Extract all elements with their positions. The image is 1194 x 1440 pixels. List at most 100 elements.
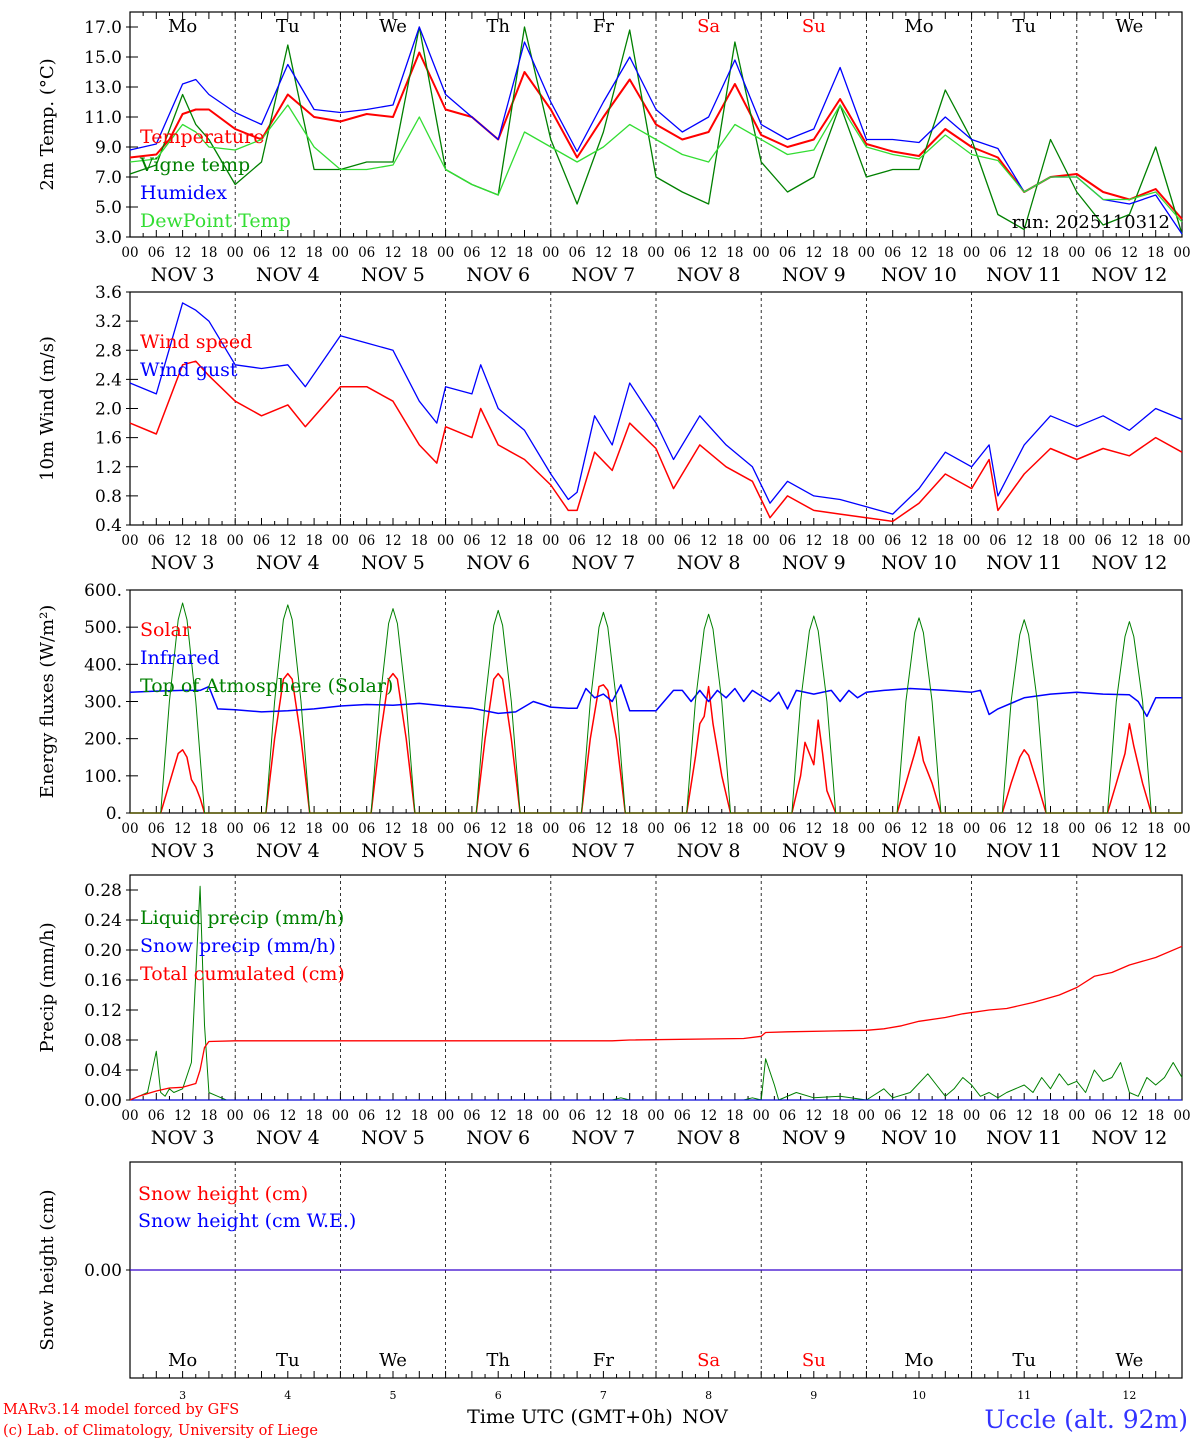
hour-tick-label: 12 (279, 1108, 296, 1124)
day-name: Tu (1012, 1350, 1036, 1371)
hour-tick-label: 06 (1095, 533, 1112, 549)
y-tick-label: 11.0 (84, 108, 122, 128)
hour-tick-label: 18 (937, 821, 954, 837)
y-tick-label: 2.0 (95, 400, 122, 420)
hour-tick-label: 18 (621, 821, 638, 837)
hour-tick-label: 18 (726, 533, 743, 549)
y-tick-label: 3.2 (95, 312, 122, 332)
hour-tick-label: 18 (200, 245, 217, 261)
hour-tick-label: 00 (858, 821, 875, 837)
date-label: NOV 11 (986, 552, 1062, 574)
hour-tick-label: 00 (542, 1108, 559, 1124)
day-name: Su (802, 1350, 826, 1371)
hour-tick-label: 00 (121, 821, 138, 837)
y-tick-label: 400. (84, 655, 122, 675)
hour-tick-label: 12 (279, 533, 296, 549)
date-label: NOV 8 (677, 552, 741, 574)
hour-tick-label: 12 (805, 1108, 822, 1124)
hour-tick-label: 06 (463, 821, 480, 837)
y-tick-label: 15.0 (84, 48, 122, 68)
date-label: NOV 7 (572, 264, 636, 286)
legend-entry: Snow height (cm W.E.) (138, 1210, 356, 1232)
hour-tick-label: 18 (832, 245, 849, 261)
hour-tick-label: 00 (332, 245, 349, 261)
hour-tick-label: 12 (384, 245, 401, 261)
hour-tick-label: 12 (1016, 821, 1033, 837)
date-label: NOV 6 (466, 552, 530, 574)
y-tick-label: 3.6 (95, 283, 122, 303)
hour-tick-label: 18 (621, 1108, 638, 1124)
hour-tick-label: 12 (805, 821, 822, 837)
plot-frame (129, 589, 1183, 814)
hour-tick-label: 12 (595, 1108, 612, 1124)
hour-tick-label: 06 (884, 245, 901, 261)
y-tick-label: 0.04 (84, 1061, 122, 1081)
hour-tick-label: 12 (490, 1108, 507, 1124)
date-label: NOV 9 (782, 840, 846, 862)
date-label: NOV 4 (256, 552, 320, 574)
hour-tick-label: 12 (805, 245, 822, 261)
hour-tick-label: 06 (358, 1108, 375, 1124)
hour-tick-label: 06 (989, 245, 1006, 261)
hour-tick-label: 00 (753, 821, 770, 837)
legend-entry: DewPoint Temp (140, 210, 291, 232)
y-tick-label: 0.00 (84, 1261, 122, 1281)
y-tick-label: 0.16 (84, 971, 122, 991)
date-label: NOV 4 (256, 264, 320, 286)
hour-tick-label: 12 (174, 245, 191, 261)
hour-tick-label: 18 (306, 1108, 323, 1124)
hour-tick-label: 06 (674, 245, 691, 261)
hour-tick-label: 00 (963, 245, 980, 261)
hour-tick-label: 00 (332, 533, 349, 549)
day-name: Sa (697, 16, 720, 37)
y-tick-label: 2.8 (95, 341, 122, 361)
hour-tick-label: 12 (595, 533, 612, 549)
date-label: NOV 5 (361, 1127, 425, 1149)
hour-tick-label: 00 (121, 1108, 138, 1124)
hour-tick-label: 18 (1042, 533, 1059, 549)
series-line-precip-0 (129, 885, 1183, 1101)
hour-tick-label: 00 (963, 821, 980, 837)
hour-tick-label: 18 (937, 245, 954, 261)
hour-tick-label: 00 (1068, 1108, 1085, 1124)
hour-tick-label: 12 (174, 533, 191, 549)
hour-tick-label: 06 (1095, 821, 1112, 837)
hour-tick-label: 12 (910, 533, 927, 549)
y-tick-label: 100. (84, 767, 122, 787)
date-label: NOV 12 (1091, 552, 1167, 574)
hour-tick-label: 00 (437, 245, 454, 261)
date-label: NOV 3 (151, 1127, 215, 1149)
y-tick-label: 0. (106, 804, 122, 824)
hour-tick-label: 12 (384, 1108, 401, 1124)
day-number: 5 (390, 1389, 397, 1402)
hour-tick-label: 18 (306, 821, 323, 837)
day-name: Sa (697, 1350, 720, 1371)
hour-tick-label: 00 (753, 533, 770, 549)
hour-tick-label: 06 (253, 533, 270, 549)
date-label: NOV 6 (466, 264, 530, 286)
day-number: 9 (810, 1389, 817, 1402)
y-tick-label: 3.0 (95, 228, 122, 248)
hour-tick-label: 00 (332, 821, 349, 837)
day-number: 6 (495, 1389, 502, 1402)
y-tick-label: 0.20 (84, 941, 122, 961)
y-tick-label: 9.0 (95, 138, 122, 158)
date-label: NOV 9 (782, 552, 846, 574)
hour-tick-label: 18 (1042, 1108, 1059, 1124)
hour-tick-label: 06 (569, 245, 586, 261)
hour-tick-label: 00 (1068, 533, 1085, 549)
hour-tick-label: 12 (700, 1108, 717, 1124)
date-label: NOV 8 (677, 1127, 741, 1149)
hour-tick-label: 18 (306, 245, 323, 261)
hour-tick-label: 12 (910, 821, 927, 837)
panel-precip: 0.00 0.04 0.08 0.12 0.16 0.20 0.24 0.28 Precip (… (37, 874, 1191, 1149)
hour-tick-label: 18 (516, 821, 533, 837)
hour-tick-label: 12 (490, 821, 507, 837)
hour-tick-label: 00 (1068, 821, 1085, 837)
date-label: NOV 11 (986, 1127, 1062, 1149)
hour-tick-label: 18 (1147, 1108, 1164, 1124)
hour-tick-label: 06 (463, 1108, 480, 1124)
legend-entry: Temperature (140, 126, 264, 148)
hour-tick-label: 00 (1173, 1108, 1190, 1124)
day-number: 12 (1122, 1389, 1136, 1402)
